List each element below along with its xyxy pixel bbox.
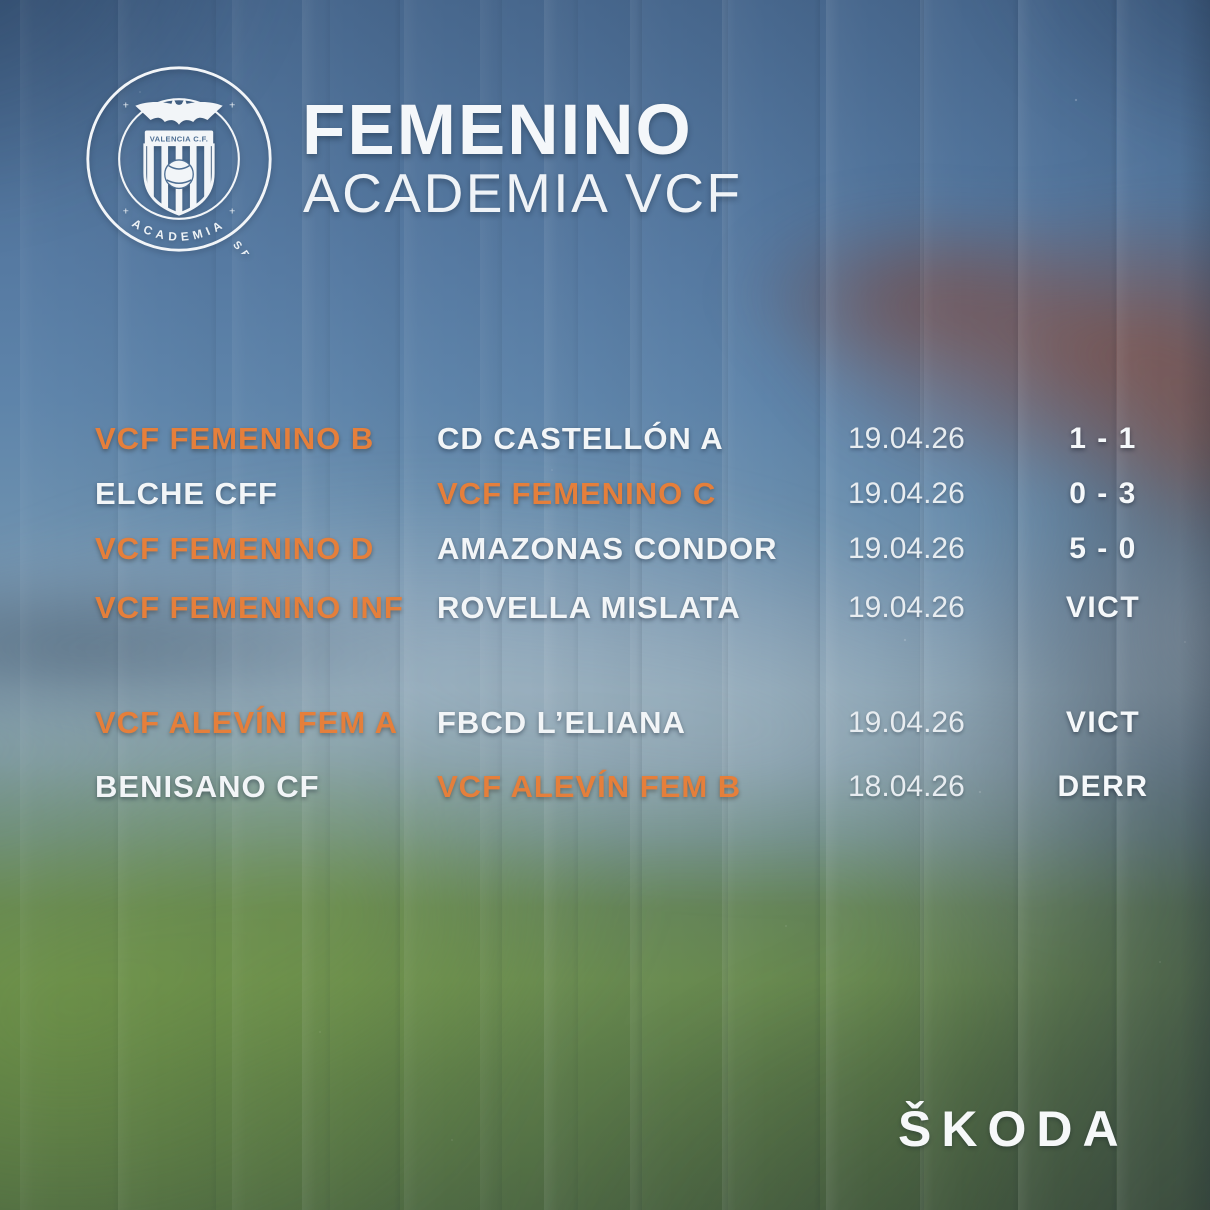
match-date: 19.04.26 (848, 422, 965, 455)
badge-inner-ring (118, 98, 240, 220)
glass-streak (722, 0, 820, 1210)
match-date: 19.04.26 (848, 532, 965, 565)
home-team: ELCHE CFF (95, 476, 278, 511)
home-team: VCF ALEVÍN FEM A (95, 705, 399, 740)
page-title: FEMENINO (302, 91, 693, 170)
shield-icon (143, 143, 215, 216)
away-team: CD CASTELLÓN A (437, 421, 724, 456)
glass-streak (630, 0, 728, 1210)
skoda-logo: ŠKODA (898, 1101, 1129, 1157)
match-date: 19.04.26 (848, 477, 965, 510)
result-row: VCF FEMENINO INF ROVELLA MISLATA 19.04.2… (0, 588, 1210, 628)
glass-streak (1018, 0, 1116, 1210)
result-row: BENISANO CF VCF ALEVÍN FEM B 18.04.26 DE… (0, 767, 1210, 807)
badge-separator-sw: + (123, 207, 129, 218)
result-row: VCF ALEVÍN FEM A FBCD L’ELIANA 19.04.26 … (0, 703, 1210, 743)
away-team: ROVELLA MISLATA (437, 590, 741, 625)
away-team: VCF ALEVÍN FEM B (437, 769, 742, 804)
match-result: 0 - 3 (1069, 477, 1137, 510)
badge-separator-ne: + (229, 100, 235, 111)
glass-streak (20, 0, 118, 1210)
home-team: VCF FEMENINO B (95, 421, 375, 456)
home-team: VCF FEMENINO INF (95, 590, 404, 625)
badge-ring-text: GERMANOR (108, 252, 140, 254)
glass-streak (826, 0, 924, 1210)
match-result: DERR (1057, 770, 1149, 803)
crest-banner (144, 130, 214, 145)
glass-streak (1117, 0, 1210, 1210)
match-result: 1 - 1 (1069, 422, 1137, 455)
match-date: 19.04.26 (848, 591, 965, 624)
home-team: VCF FEMENINO D (95, 531, 375, 566)
result-row: VCF FEMENINO B CD CASTELLÓN A 19.04.26 1… (0, 419, 1210, 459)
valencia-crest: VALENCIA C.F. (135, 98, 223, 216)
match-result: VICT (1065, 706, 1141, 739)
vcf-academia-badge: SENTIMENT VALENTÍA GERMANOR ACADEMIA + +… (86, 66, 272, 254)
result-row: VCF FEMENINO D AMAZONAS CONDOR 19.04.26 … (0, 529, 1210, 569)
glass-streak (920, 0, 1018, 1210)
badge-separator-se: + (229, 207, 235, 218)
glass-streak (302, 0, 400, 1210)
match-result: 5 - 0 (1069, 532, 1137, 565)
page-subtitle: ACADEMIA VCF (303, 162, 743, 224)
away-team: VCF FEMENINO C (437, 476, 717, 511)
glass-streak (544, 0, 642, 1210)
home-team: BENISANO CF (95, 769, 320, 804)
crest-banner-text: VALENCIA C.F. (150, 134, 209, 143)
result-row: ELCHE CFF VCF FEMENINO C 19.04.26 0 - 3 (0, 474, 1210, 514)
badge-outer-ring (86, 66, 272, 252)
badge-separator-nw: + (123, 100, 129, 111)
football-icon (164, 159, 194, 190)
match-result: VICT (1065, 591, 1141, 624)
glass-streak (232, 0, 330, 1210)
glass-streak (404, 0, 502, 1210)
match-date: 19.04.26 (848, 706, 965, 739)
bat-icon (135, 98, 223, 125)
match-date: 18.04.26 (848, 770, 965, 803)
away-team: AMAZONAS CONDOR (437, 531, 778, 566)
away-team: FBCD L’ELIANA (437, 705, 686, 740)
badge-ring-text-right: GERMANOR (108, 252, 136, 254)
glass-streak (480, 0, 578, 1210)
